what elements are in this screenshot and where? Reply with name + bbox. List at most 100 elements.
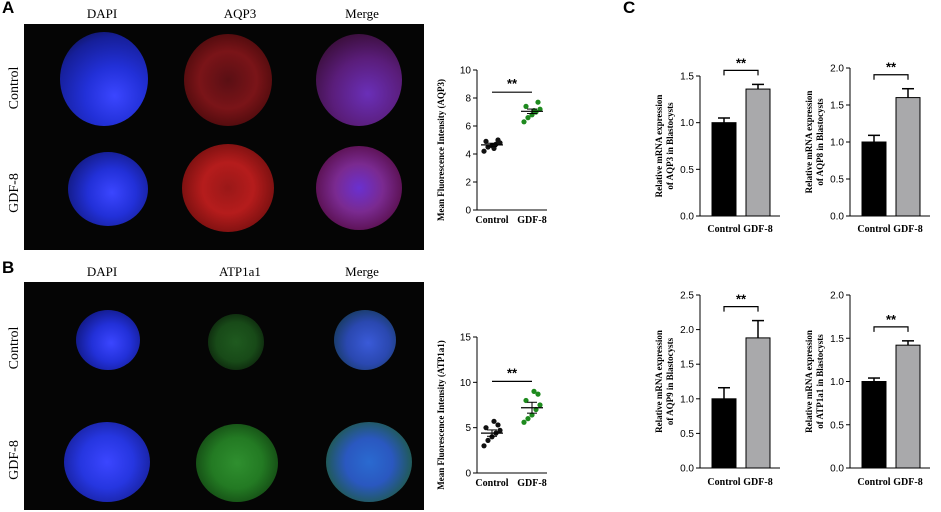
data-point-gdf-8 — [535, 391, 541, 397]
x-category-label: GDF-8 — [743, 224, 772, 235]
y-tick-label: 2.0 — [830, 291, 844, 302]
col-label-dapi-b: DAPI — [86, 264, 118, 279]
aqp3-gdf8-image — [182, 144, 274, 232]
y-tick-label: 0 — [465, 469, 471, 480]
y-tick-label: 0.5 — [830, 175, 844, 186]
y-axis-label: of ATP1a1 in Blastocysts — [815, 334, 825, 429]
y-tick-label: 2.0 — [680, 325, 694, 336]
panel-letter-a: A — [2, 0, 15, 17]
dapi-gdf8-image-b — [64, 422, 150, 502]
y-tick-label: 0.0 — [830, 464, 844, 475]
x-category-label: GDF-8 — [517, 478, 546, 489]
significance-bracket — [873, 326, 909, 332]
data-point-gdf-8 — [521, 119, 527, 125]
x-category-label: Control — [857, 477, 890, 488]
y-axis-label: Relative mRNA expression — [654, 330, 664, 433]
y-tick-label: 1.0 — [680, 118, 694, 129]
y-tick-label: 6 — [465, 122, 471, 133]
data-point-control — [481, 148, 487, 154]
merge-control-image-a — [316, 34, 402, 126]
significance-label: ** — [736, 55, 747, 70]
y-axis-label: Relative mRNA expression — [654, 95, 664, 198]
data-point-control — [485, 437, 491, 443]
chart-aqp3-fluorescence: 0 2 4 6 8 10 Control GDF-8 Mean Fluorescence Int… — [436, 66, 547, 226]
y-tick-label: 5 — [465, 423, 471, 434]
bar-control — [861, 381, 887, 469]
dapi-control-image-b — [76, 310, 140, 370]
x-category-label: GDF-8 — [517, 215, 546, 226]
y-tick-label: 10 — [460, 378, 472, 389]
col-label-atp1a1: ATP1a1 — [219, 264, 261, 279]
merge-gdf8-image-b — [326, 422, 412, 502]
col-label-dapi-a: DAPI — [86, 6, 118, 21]
data-point-control — [497, 427, 503, 433]
data-point-gdf-8 — [529, 412, 535, 418]
bar-control — [711, 122, 737, 217]
chart-aqp9-mrna: 0.0 0.5 1.0 1.5 2.0 2.5 Control GDF-8 Relative m… — [654, 291, 780, 488]
col-label-merge-a: Merge — [345, 6, 379, 21]
y-axis-label: Relative mRNA expression — [804, 91, 814, 194]
y-tick-label: 15 — [460, 333, 472, 344]
data-point-control — [483, 138, 489, 144]
y-tick-label: 10 — [460, 66, 472, 77]
bar-gdf-8 — [895, 97, 921, 217]
row-label-control-a: Control — [7, 66, 22, 110]
significance-label: ** — [886, 312, 897, 327]
y-tick-label: 0 — [465, 206, 471, 217]
significance-bracket — [873, 74, 909, 80]
significance-label: ** — [886, 60, 897, 75]
dapi-gdf8-image-a — [68, 152, 148, 226]
data-point-gdf-8 — [525, 416, 531, 422]
y-axis-label: Mean Fluorescence Intensity (ATP1a1) — [436, 340, 446, 489]
x-category-label: GDF-8 — [743, 477, 772, 488]
chart-atp1a1-fluorescence: 0 5 10 15 Control GDF-8 Mean Fluorescence Inte… — [436, 333, 547, 490]
y-axis-label: Mean Fluorescence Intensity (AQP3) — [436, 79, 446, 221]
row-label-gdf8-b: GDF-8 — [7, 440, 22, 480]
col-label-merge-b: Merge — [345, 264, 379, 279]
data-point-control — [495, 137, 501, 143]
significance-label: ** — [507, 76, 518, 91]
y-tick-label: 2 — [465, 178, 471, 189]
x-category-label: Control — [707, 477, 740, 488]
y-tick-label: 2.0 — [830, 64, 844, 75]
data-point-control — [491, 418, 497, 424]
aqp3-control-image — [184, 34, 272, 126]
col-label-aqp3: AQP3 — [223, 6, 257, 21]
data-point-control — [491, 145, 497, 151]
y-tick-label: 1.0 — [830, 377, 844, 388]
chart-aqp8-mrna: 0.0 0.5 1.0 1.5 2.0 Control GDF-8 Relative mRNA… — [804, 60, 930, 235]
bar-control — [861, 141, 887, 217]
y-tick-label: 1.0 — [680, 394, 694, 405]
data-point-gdf-8 — [531, 388, 537, 394]
data-point-gdf-8 — [523, 103, 529, 109]
y-tick-label: 8 — [465, 94, 471, 105]
panel-letter-c: C — [623, 0, 636, 17]
micrograph-grid-b — [24, 282, 424, 510]
y-tick-label: 1.0 — [830, 138, 844, 149]
bar-gdf-8 — [895, 344, 921, 469]
data-point-gdf-8 — [523, 397, 529, 404]
x-category-label: Control — [707, 224, 740, 235]
significance-label: ** — [507, 365, 518, 380]
significance-bracket — [723, 69, 759, 76]
y-tick-label: 0.5 — [680, 165, 694, 176]
y-tick-label: 1.5 — [830, 101, 844, 112]
y-tick-label: 2.5 — [680, 291, 694, 302]
y-tick-label: 4 — [465, 150, 471, 161]
data-point-control — [495, 422, 501, 428]
merge-control-image-b — [334, 310, 396, 370]
data-point-gdf-8 — [525, 115, 531, 121]
micrograph-grid-a — [24, 24, 424, 250]
y-tick-label: 1.5 — [680, 360, 694, 371]
bar-control — [711, 398, 737, 469]
bar-gdf-8 — [745, 88, 771, 217]
panel-letter-b: B — [2, 258, 15, 277]
dapi-control-image-a — [60, 32, 148, 126]
y-tick-label: 0.5 — [830, 420, 844, 431]
significance-bracket — [723, 306, 759, 312]
y-axis-label: Relative mRNA expression — [804, 330, 814, 433]
y-tick-label: 0.0 — [680, 464, 694, 475]
bar-gdf-8 — [745, 337, 771, 469]
merge-gdf8-image-a — [316, 146, 402, 230]
data-point-control — [481, 443, 487, 449]
